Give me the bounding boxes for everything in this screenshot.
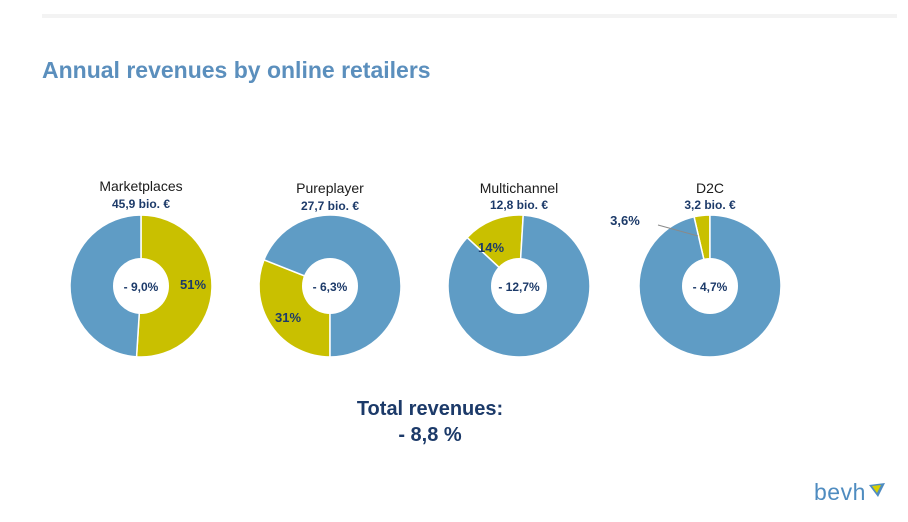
donut-hole-marketplaces [113, 258, 169, 314]
slice-marketplaces-1 [69, 214, 142, 358]
slice-label-d2c: 3,6% [610, 213, 640, 228]
logo-mark-icon [868, 483, 885, 497]
leader-line-d2c [657, 224, 699, 237]
donut-hole-pureplayer [302, 258, 358, 314]
slice-label-marketplaces: 51% [180, 277, 206, 292]
chart-title-pureplayer: Pureplayer [296, 180, 364, 196]
center-label-d2c: - 4,7% [693, 280, 728, 294]
page-title: Annual revenues by online retailers [42, 57, 431, 83]
donut-hole-d2c [682, 258, 738, 314]
slice-marketplaces-0 [135, 214, 213, 358]
chart-value-pureplayer: 27,7 bio. € [301, 199, 359, 213]
chart-title-marketplaces: Marketplaces [99, 178, 182, 194]
logo-text: bevh [814, 479, 866, 505]
top-divider [42, 14, 897, 18]
total-revenues: Total revenues: - 8,8 % [330, 396, 530, 448]
total-value: - 8,8 % [398, 424, 462, 446]
center-label-multichannel: - 12,7% [498, 280, 540, 294]
total-label: Total revenues: [356, 398, 504, 420]
chart-title-d2c: D2C [696, 180, 724, 196]
donut-hole-multichannel [491, 258, 547, 314]
chart-value-d2c: 3,2 bio. € [684, 198, 736, 212]
center-label-marketplaces: - 9,0% [124, 280, 159, 294]
center-label-pureplayer: - 6,3% [313, 280, 348, 294]
chart-value-multichannel: 12,8 bio. € [490, 198, 548, 212]
chart-title-multichannel: Multichannel [480, 180, 559, 196]
slice-label-multichannel: 14% [478, 240, 504, 255]
slice-label-pureplayer: 31% [275, 310, 301, 325]
chart-value-marketplaces: 45,9 bio. € [112, 197, 170, 211]
bevh-logo: bevh [814, 479, 885, 506]
